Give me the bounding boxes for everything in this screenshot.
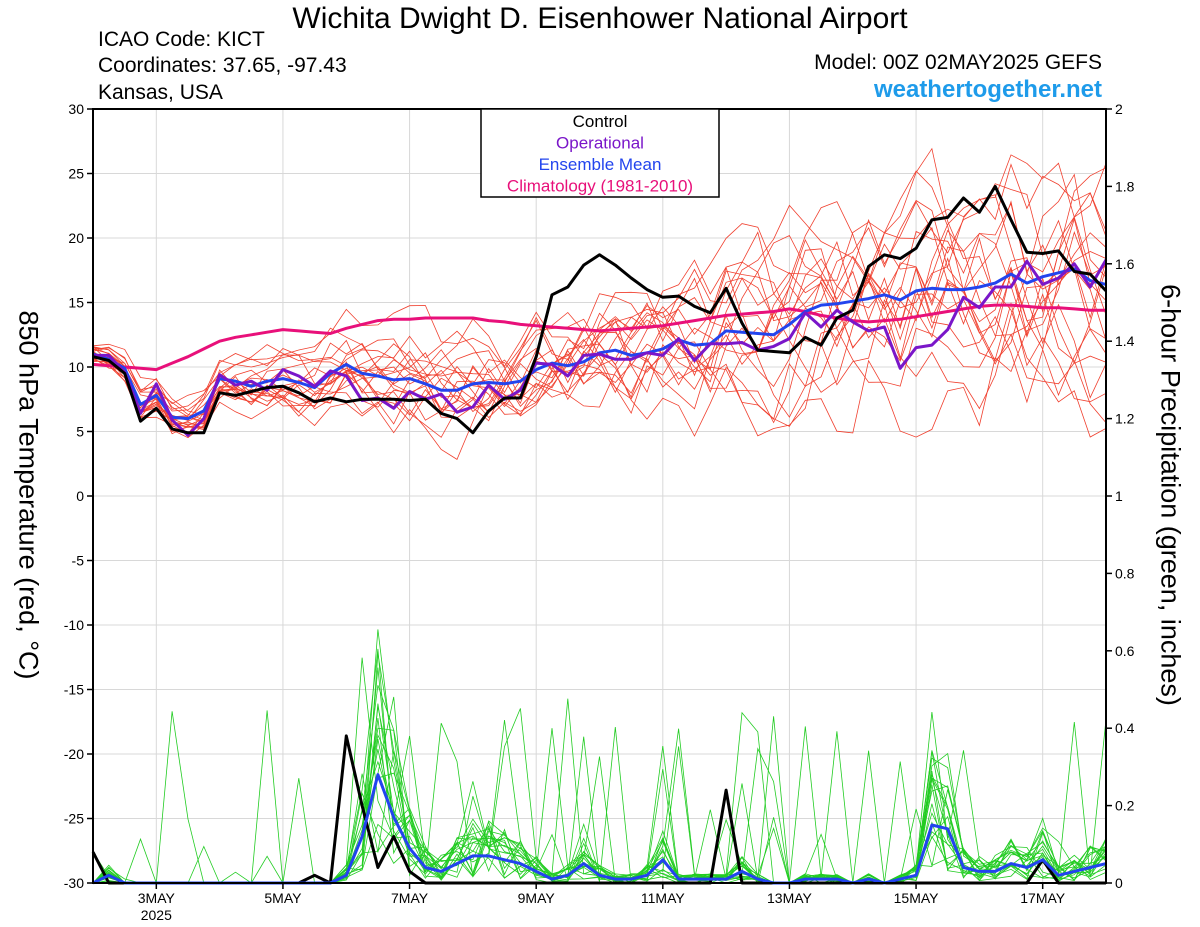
x-tick-label: 13MAY [767, 890, 813, 906]
y2-tick-label: 1.2 [1115, 411, 1135, 427]
temp-member-line [92, 266, 1107, 437]
control-line [92, 184, 1108, 435]
precip-member-line [92, 716, 1107, 884]
precip-member-line [92, 696, 1107, 884]
temp-member-line [92, 192, 1107, 421]
x-tick-label: 5MAY [264, 890, 302, 906]
legend-entry: Control [573, 112, 628, 131]
temp-member-line [92, 194, 1107, 426]
site-link[interactable]: weathertogether.net [873, 76, 1102, 103]
temp-member-line [92, 173, 1107, 422]
y2-tick-label: 1 [1115, 488, 1123, 504]
legend-entry: Ensemble Mean [539, 155, 662, 174]
y-tick-label: -15 [64, 682, 84, 698]
y2-tick-label: 1.6 [1115, 256, 1135, 272]
legend-box [480, 108, 720, 198]
legend-entry: Operational [556, 134, 644, 153]
precip-member-line [92, 747, 1107, 884]
y2-tick-label: 0.2 [1115, 798, 1135, 814]
y-tick-label: 30 [68, 101, 84, 117]
y-tick-label: -30 [64, 875, 84, 891]
temp-member-line [92, 267, 1107, 410]
y-tick-label: 25 [68, 166, 84, 182]
y-tick-label: 0 [76, 488, 84, 504]
x-tick-label: 17MAY [1020, 890, 1066, 906]
y2-tick-label: 0.8 [1115, 565, 1135, 581]
y-tick-label: -25 [64, 811, 84, 827]
y2-tick-label: 2 [1115, 101, 1123, 117]
y2-tick-label: 0.6 [1115, 643, 1135, 659]
x-tick-label: 7MAY [391, 890, 429, 906]
y-tick-label: 10 [68, 359, 84, 375]
y-axis-label-right: 6-hour Precipitation (green, inches) [1155, 284, 1186, 706]
precip-member-line [92, 703, 1107, 884]
model-run: Model: 00Z 02MAY2025 GEFS [814, 51, 1102, 74]
x-tick-label: 3MAY [138, 890, 176, 906]
chart-title: Wichita Dwight D. Eisenhower National Ai… [292, 2, 908, 35]
y-axis-label-left: 850 hPa Temperature (red, °C) [13, 310, 44, 680]
year-label: 2025 [141, 907, 172, 923]
y-tick-label: -10 [64, 617, 84, 633]
x-tick-label: 9MAY [518, 890, 556, 906]
climatology-1981-2010-line [92, 303, 1106, 372]
y-tick-label: 15 [68, 295, 84, 311]
temp-member-line [92, 167, 1107, 418]
temp-member-line [92, 230, 1107, 439]
y-tick-label: 20 [68, 230, 84, 246]
coordinates: Coordinates: 37.65, -97.43 [98, 54, 347, 77]
y-tick-label: -5 [72, 553, 85, 569]
precip-member-line [92, 710, 1107, 884]
precip-member-line [92, 748, 1107, 884]
y2-tick-label: 1.4 [1115, 333, 1135, 349]
legend-entry: Climatology (1981-2010) [507, 177, 693, 196]
y2-tick-label: 0 [1115, 875, 1123, 891]
x-tick-label: 11MAY [641, 890, 685, 906]
region: Kansas, USA [98, 81, 223, 104]
x-tick-label: 15MAY [894, 890, 940, 906]
temp-member-line [92, 279, 1107, 438]
temp-member-line [92, 217, 1107, 421]
y2-tick-label: 0.4 [1115, 720, 1135, 736]
temp-member-line [92, 170, 1107, 424]
y-tick-label: -20 [64, 746, 84, 762]
temp-member-line [92, 230, 1107, 438]
y-tick-label: 5 [76, 424, 84, 440]
y2-tick-label: 1.8 [1115, 178, 1135, 194]
icao-code: ICAO Code: KICT [98, 28, 265, 51]
operational-line [93, 259, 1108, 437]
